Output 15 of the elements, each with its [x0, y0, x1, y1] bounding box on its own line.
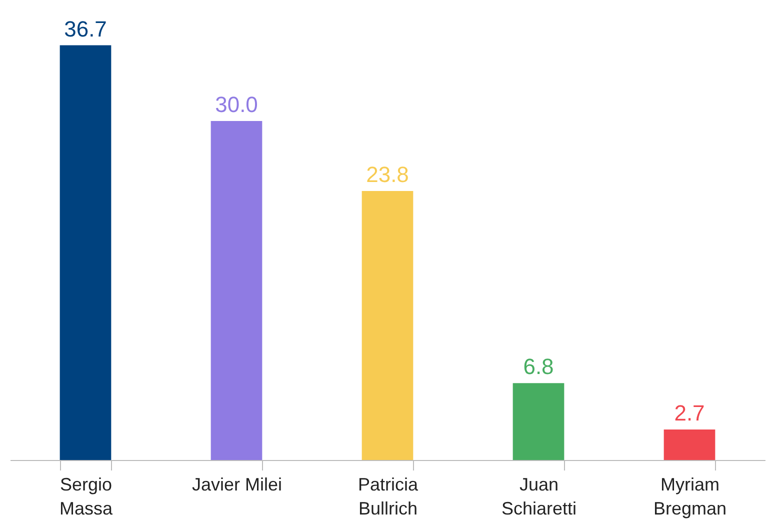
x-tick-label: Sergio Massa: [59, 474, 114, 518]
x-tick-label: Javier Milei: [192, 474, 282, 494]
bar: [210, 121, 262, 460]
data-label: 23.8: [366, 162, 409, 188]
data-label: 30.0: [215, 92, 258, 117]
x-tick-label: Patricia Bullrich: [358, 474, 419, 518]
data-label: 6.8: [523, 354, 554, 380]
x-tick-label: Myriam Bregman: [653, 474, 727, 518]
bar: [664, 429, 716, 460]
data-label: 36.7: [64, 16, 107, 42]
bar: [512, 383, 564, 460]
bar: [362, 191, 414, 460]
bar: [60, 45, 112, 460]
data-label: 2.7: [674, 400, 705, 426]
x-tick-label: Juan Schiaretti: [501, 474, 577, 518]
